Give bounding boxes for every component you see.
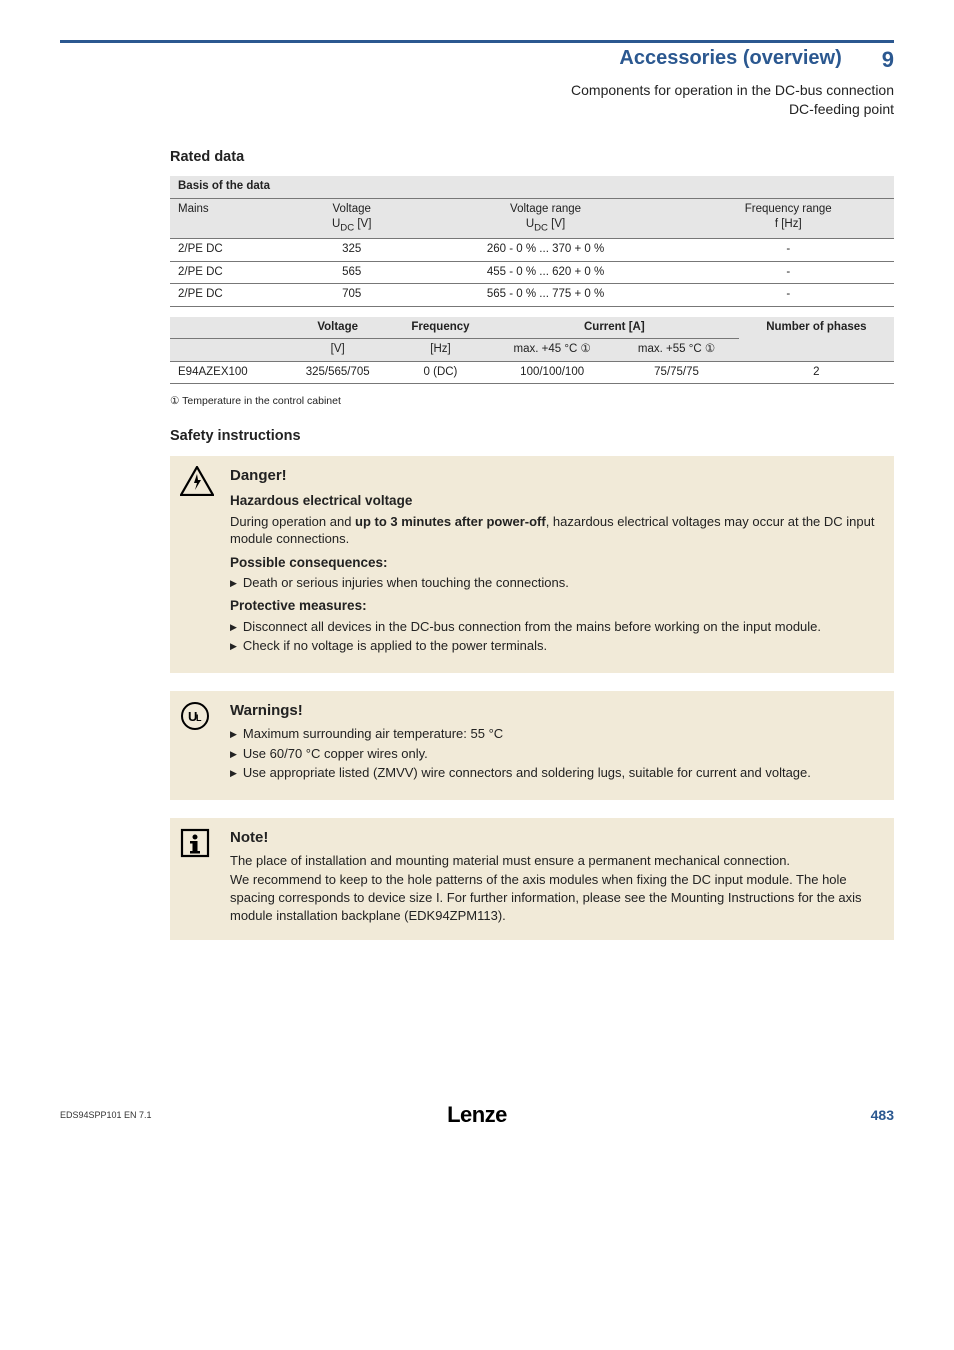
chapter-number: 9	[882, 45, 894, 75]
note-p1: The place of installation and mounting m…	[230, 852, 880, 870]
lenze-logo: Lenze	[338, 1100, 616, 1130]
t2-h2: Voltage	[284, 317, 391, 339]
danger-h3: Protective measures:	[230, 597, 880, 615]
warnings-box: U L Warnings! Maximum surrounding air te…	[170, 691, 894, 800]
table-basis: Basis of the data Mains VoltageUDC [V] V…	[170, 176, 894, 307]
header-subtitle: Components for operation in the DC-bus c…	[60, 81, 894, 119]
table-row: 2/PE DC 325 260 - 0 % ... 370 + 0 % -	[170, 239, 894, 262]
danger-p1: During operation and up to 3 minutes aft…	[230, 513, 880, 548]
table-ratings: Voltage Frequency Current [A] Number of …	[170, 317, 894, 385]
doc-id: EDS94SPP101 EN 7.1	[60, 1109, 338, 1121]
warnings-li2: Use 60/70 °C copper wires only.	[230, 745, 880, 763]
header-sub1: Components for operation in the DC-bus c…	[60, 81, 894, 100]
table1-caption: Basis of the data	[170, 176, 894, 198]
page-footer: EDS94SPP101 EN 7.1 Lenze 483	[60, 1100, 894, 1130]
danger-body: Danger! Hazardous electrical voltage Dur…	[230, 466, 880, 659]
page-number: 483	[616, 1106, 894, 1125]
warnings-li3: Use appropriate listed (ZMVV) wire conne…	[230, 764, 880, 782]
danger-li2: Disconnect all devices in the DC-bus con…	[230, 618, 880, 636]
note-body: Note! The place of installation and moun…	[230, 828, 880, 926]
danger-h2: Possible consequences:	[230, 554, 880, 572]
section-rated-data: Rated data	[170, 148, 894, 168]
section-safety: Safety instructions	[170, 427, 894, 447]
note-box: Note! The place of installation and moun…	[170, 818, 894, 940]
danger-li1: Death or serious injuries when touching …	[230, 574, 880, 592]
footnote: ① Temperature in the control cabinet	[170, 394, 894, 408]
t2-h3: Frequency	[391, 317, 490, 339]
danger-li3: Check if no voltage is applied to the po…	[230, 637, 880, 655]
t1-h3: Voltage rangeUDC [V]	[409, 198, 683, 239]
header-sub2: DC-feeding point	[60, 100, 894, 119]
warnings-body: Warnings! Maximum surrounding air temper…	[230, 701, 880, 786]
danger-title: Danger!	[230, 466, 880, 486]
t1-h4: Frequency rangef [Hz]	[682, 198, 894, 239]
t2-h5: Number of phases	[739, 317, 894, 362]
warnings-title: Warnings!	[230, 701, 880, 721]
danger-box: Danger! Hazardous electrical voltage Dur…	[170, 456, 894, 673]
warnings-li1: Maximum surrounding air temperature: 55 …	[230, 725, 880, 743]
content-area: Rated data Basis of the data Mains Volta…	[170, 148, 894, 940]
info-icon	[180, 828, 216, 926]
ul-icon: U L	[180, 701, 216, 786]
header-title: Accessories (overview)	[619, 45, 841, 72]
t1-h2: VoltageUDC [V]	[295, 198, 409, 239]
t2-h1	[170, 317, 284, 339]
note-title: Note!	[230, 828, 880, 848]
svg-text:L: L	[196, 713, 202, 723]
note-p2: We recommend to keep to the hole pattern…	[230, 871, 880, 924]
danger-icon	[180, 466, 216, 659]
table-row: E94AZEX100 325/565/705 0 (DC) 100/100/10…	[170, 361, 894, 384]
table-row: 2/PE DC 705 565 - 0 % ... 775 + 0 % -	[170, 284, 894, 307]
page-header: Accessories (overview) 9	[60, 40, 894, 75]
table-row: 2/PE DC 565 455 - 0 % ... 620 + 0 % -	[170, 261, 894, 284]
t1-h1: Mains	[170, 198, 295, 239]
danger-h1: Hazardous electrical voltage	[230, 492, 880, 510]
t2-h4: Current [A]	[490, 317, 739, 339]
